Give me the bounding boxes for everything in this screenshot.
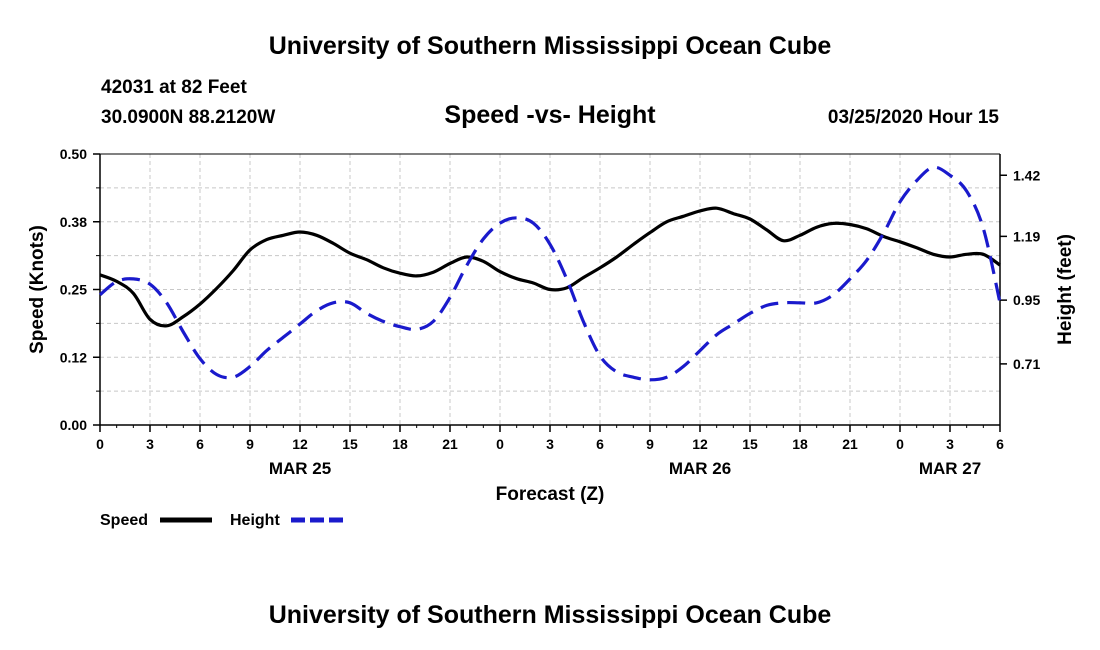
y-tick-label: 0.00 bbox=[60, 417, 87, 433]
x-tick-label: 21 bbox=[442, 436, 458, 452]
y2-tick-label: 1.42 bbox=[1013, 167, 1040, 183]
x-tick-label: 0 bbox=[896, 436, 904, 452]
y2-axis-title: Height (feet) bbox=[1055, 234, 1076, 345]
date-label: MAR 26 bbox=[669, 459, 731, 478]
x-tick-label: 12 bbox=[292, 436, 308, 452]
x-tick-label: 3 bbox=[146, 436, 154, 452]
legend-height-label: Height bbox=[230, 512, 280, 529]
x-tick-label: 6 bbox=[596, 436, 604, 452]
station-label: 42031 at 82 Feet bbox=[101, 77, 247, 98]
y-tick-label: 0.38 bbox=[60, 214, 87, 230]
y2-tick-label: 0.71 bbox=[1013, 356, 1040, 372]
coordinates-label: 30.0900N 88.2120W bbox=[101, 107, 276, 128]
x-tick-label: 21 bbox=[842, 436, 858, 452]
x-tick-label: 18 bbox=[392, 436, 408, 452]
date-label: MAR 27 bbox=[919, 459, 981, 478]
series-line-speed bbox=[99, 206, 1001, 328]
page-title: University of Southern Mississippi Ocean… bbox=[268, 32, 832, 60]
chart-subtitle: Speed -vs- Height bbox=[444, 101, 656, 129]
footer-title: University of Southern Mississippi Ocean… bbox=[268, 601, 832, 629]
x-axis-title: Forecast (Z) bbox=[496, 484, 605, 505]
x-tick-label: 6 bbox=[996, 436, 1004, 452]
date-label: MAR 25 bbox=[269, 459, 331, 478]
x-tick-label: 15 bbox=[342, 436, 358, 452]
y-axis-title: Speed (Knots) bbox=[27, 225, 48, 354]
x-tick-label: 9 bbox=[646, 436, 654, 452]
series-line-height bbox=[98, 165, 1002, 382]
x-tick-label: 6 bbox=[196, 436, 204, 452]
x-tick-label: 15 bbox=[742, 436, 758, 452]
y-tick-label: 0.25 bbox=[60, 282, 87, 298]
speed-height-chart: 0 3 6 9 12 15 18 21 0 3 6 9 12 15 18 21 0 3 6 MAR 25 MAR 26 M… bbox=[27, 146, 1076, 529]
x-tick-label: 0 bbox=[96, 436, 104, 452]
y2-tick-label: 0.95 bbox=[1013, 292, 1040, 308]
x-tick-label: 18 bbox=[792, 436, 808, 452]
y-tick-label: 0.50 bbox=[60, 146, 87, 162]
x-tick-label: 9 bbox=[246, 436, 254, 452]
y2-tick-label: 1.19 bbox=[1013, 228, 1040, 244]
datetime-label: 03/25/2020 Hour 15 bbox=[827, 107, 999, 128]
x-tick-label: 12 bbox=[692, 436, 708, 452]
x-tick-label: 3 bbox=[546, 436, 554, 452]
x-tick-label: 0 bbox=[496, 436, 504, 452]
legend-speed-label: Speed bbox=[100, 512, 148, 529]
y-tick-label: 0.12 bbox=[60, 349, 87, 365]
x-tick-label: 3 bbox=[946, 436, 954, 452]
